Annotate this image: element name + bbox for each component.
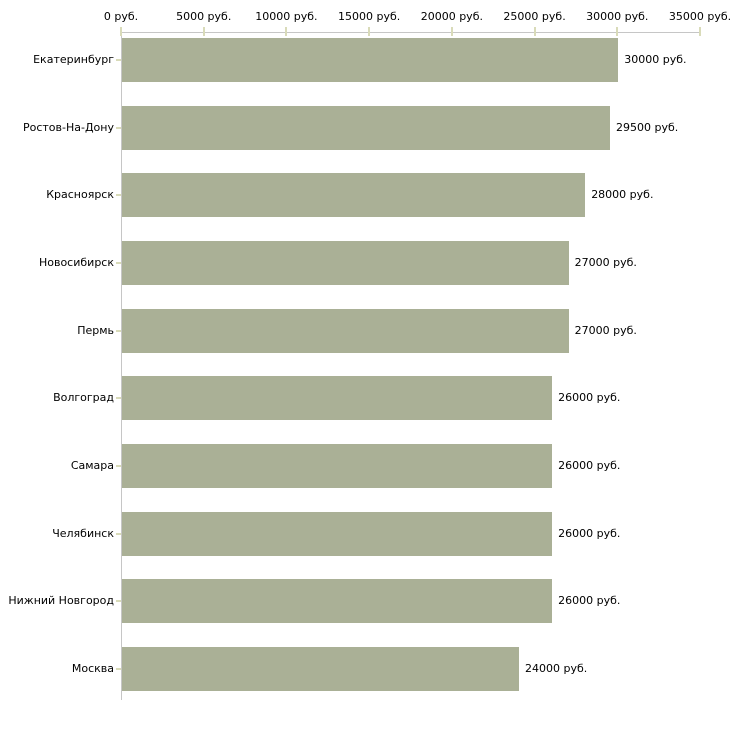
value-label: 26000 руб. — [558, 459, 621, 473]
y-axis-tick — [116, 397, 121, 400]
bar — [122, 511, 553, 556]
x-axis-tick-label: 20000 руб. — [420, 10, 483, 23]
y-axis-tick — [116, 668, 121, 671]
y-axis-tick — [116, 262, 121, 264]
bar — [122, 308, 569, 353]
value-label: 30000 руб. — [624, 53, 687, 66]
y-axis-tick — [116, 59, 121, 61]
value-label: 29500 руб. — [616, 120, 679, 134]
x-axis-tick-label: 25000 руб. — [503, 10, 566, 23]
category-label: Пермь — [77, 323, 114, 337]
bar — [122, 444, 553, 489]
value-label: 27000 руб. — [574, 323, 637, 337]
x-axis-tick-label: 15000 руб. — [338, 10, 401, 23]
category-label: Екатеринбург — [33, 53, 114, 66]
value-label: 26000 руб. — [558, 594, 621, 608]
x-axis-tick — [120, 27, 122, 36]
value-label: 26000 руб. — [558, 526, 621, 540]
x-axis-tick — [616, 27, 619, 36]
category-label: Красноярск — [46, 188, 114, 202]
category-label: Москва — [71, 662, 114, 676]
x-axis-line — [121, 32, 701, 33]
x-axis-tick — [285, 27, 288, 36]
bar — [122, 241, 569, 285]
bar — [122, 376, 553, 421]
x-axis-tick — [368, 27, 371, 36]
category-label: Нижний Новгород — [8, 594, 114, 608]
bar — [122, 173, 586, 218]
category-label: Челябинск — [52, 526, 114, 540]
x-axis-tick-label: 30000 руб. — [586, 10, 649, 23]
y-axis-tick — [116, 465, 121, 468]
x-axis-tick — [202, 27, 205, 36]
x-axis-tick — [533, 27, 536, 36]
bar — [122, 38, 619, 82]
y-axis-tick — [116, 532, 121, 535]
y-axis-tick — [116, 329, 121, 332]
x-axis-tick — [699, 27, 701, 36]
x-axis-tick-label: 5000 руб. — [176, 10, 232, 23]
y-axis-tick — [116, 600, 121, 603]
category-label: Новосибирск — [38, 256, 114, 269]
bar — [122, 647, 520, 692]
x-axis-tick-label: 35000 руб. — [668, 10, 730, 23]
x-axis-tick-label: 0 руб. — [103, 10, 139, 23]
value-label: 24000 руб. — [525, 662, 588, 676]
value-label: 28000 руб. — [591, 188, 654, 202]
category-label: Самара — [70, 459, 114, 473]
y-axis-tick — [116, 194, 121, 197]
x-axis-tick — [450, 27, 453, 36]
category-label: Волгоград — [53, 391, 114, 405]
bar — [122, 105, 610, 150]
x-axis-tick-label: 10000 руб. — [255, 10, 318, 23]
category-label: Ростов-На-Дону — [22, 120, 114, 134]
value-label: 27000 руб. — [574, 256, 637, 269]
value-label: 26000 руб. — [558, 391, 621, 405]
y-axis-tick — [116, 126, 121, 129]
bar — [122, 579, 553, 624]
y-axis-line — [121, 32, 122, 700]
